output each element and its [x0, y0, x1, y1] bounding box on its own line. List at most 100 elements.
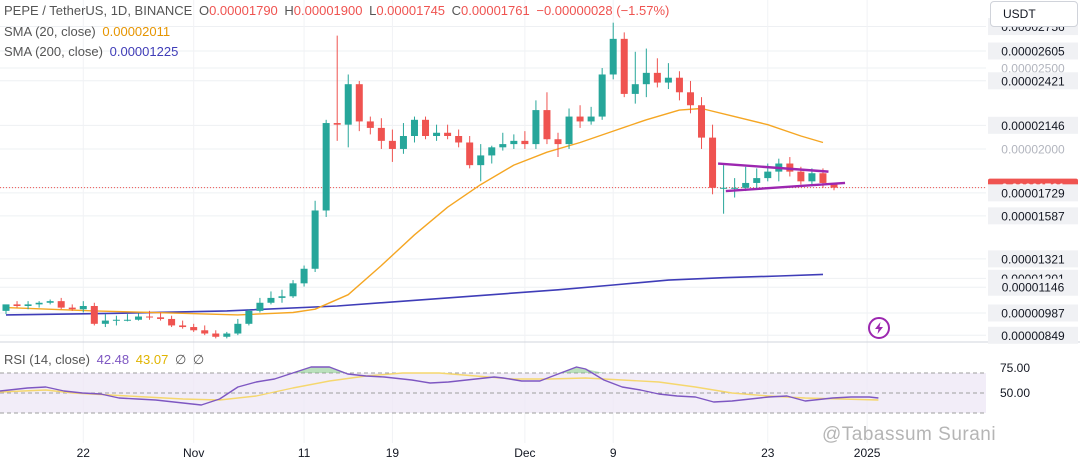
candle-44 — [488, 145, 496, 164]
candle-24 — [267, 291, 275, 305]
watermark: @Tabassum Surani — [822, 424, 997, 445]
candle-58 — [642, 48, 650, 98]
candle-34 — [377, 118, 385, 149]
triangle-lower-line — [725, 181, 846, 193]
rsi-extra-1: ∅ — [174, 352, 187, 367]
svg-text:0.00002500: 0.00002500 — [1001, 62, 1065, 76]
y-tick-4: 0.00002146 — [988, 116, 1078, 134]
candle-63 — [698, 97, 706, 149]
candle-61 — [675, 71, 683, 101]
candle-48 — [532, 100, 540, 149]
candle-31 — [344, 74, 352, 148]
candle-54 — [598, 68, 606, 120]
candle-3 — [35, 301, 43, 308]
rsi-y-tick-1: 50.00 — [1000, 386, 1030, 400]
candle-67 — [742, 166, 750, 192]
rsi-legend[interactable]: RSI (14, close) 42.48 43.07 ∅ ∅ — [4, 352, 204, 368]
x-tick-4: Dec — [514, 446, 535, 460]
candle-11 — [123, 314, 131, 322]
price-axis: 0.000027560.000026050.000025000.00002421… — [986, 18, 1080, 344]
candle-23 — [256, 297, 264, 313]
candle-36 — [399, 123, 407, 154]
candle-59 — [653, 58, 661, 88]
candle-12 — [134, 313, 142, 321]
y-tick-11: 0.00001146 — [988, 278, 1078, 296]
sma200-legend[interactable]: SMA (200, close) 0.00001225 — [4, 44, 178, 59]
y-tick-12: 0.00000987 — [988, 304, 1078, 322]
candle-9 — [101, 314, 109, 328]
triangle-upper-line — [717, 162, 829, 173]
candle-1 — [13, 301, 21, 308]
candle-5 — [57, 297, 65, 310]
candle-41 — [455, 129, 463, 148]
candle-47 — [521, 131, 529, 149]
candle-21 — [234, 318, 242, 336]
candle-70 — [775, 158, 783, 182]
rsi-y-tick-0: 75.00 — [1000, 361, 1030, 375]
price-grid — [0, 0, 1080, 443]
candle-0 — [2, 304, 10, 315]
candle-45 — [499, 132, 507, 151]
sma20-legend[interactable]: SMA (20, close) 0.00002011 — [4, 24, 170, 39]
candle-33 — [366, 116, 374, 135]
y-tick-13: 0.00000849 — [988, 326, 1078, 344]
rsi-lines — [0, 366, 879, 406]
x-tick-2: 11 — [298, 446, 311, 460]
candle-50 — [554, 132, 562, 158]
candle-10 — [112, 315, 120, 326]
y-tick-9: 0.00001321 — [988, 250, 1078, 268]
lightning-icon[interactable] — [868, 317, 890, 339]
y-tick-3: 0.00002421 — [988, 72, 1078, 90]
candle-43 — [477, 144, 485, 182]
svg-text:0.00001321: 0.00001321 — [1001, 252, 1065, 266]
ohlc-close: C0.00001761 — [451, 3, 530, 18]
rsi-ma-path — [0, 372, 879, 401]
sma200-line — [5, 273, 824, 316]
y-tick-7: 0.00001729 — [988, 184, 1078, 202]
x-tick-6: 23 — [761, 446, 775, 460]
ohlc-high: H0.00001900 — [284, 3, 363, 18]
sma200-value: 0.00001225 — [109, 44, 179, 59]
sma200-path — [5, 273, 824, 316]
candle-35 — [388, 129, 396, 162]
candle-18 — [201, 325, 209, 336]
svg-text:0.00002146: 0.00002146 — [1001, 119, 1065, 133]
candle-6 — [68, 304, 76, 311]
svg-text:0.00002605: 0.00002605 — [1001, 45, 1065, 59]
candle-39 — [433, 124, 441, 141]
candle-32 — [355, 80, 363, 132]
candle-22 — [245, 309, 253, 326]
candle-38 — [422, 116, 430, 140]
currency-selector[interactable]: USDT — [990, 1, 1078, 27]
candle-37 — [410, 116, 418, 143]
candle-19 — [212, 330, 220, 339]
candle-42 — [466, 136, 474, 169]
y-tick-1: 0.00002605 — [988, 42, 1078, 60]
candle-62 — [686, 80, 694, 114]
candle-15 — [168, 315, 176, 328]
candle-64 — [709, 124, 717, 195]
candle-40 — [444, 124, 452, 140]
candle-29 — [322, 119, 330, 217]
time-axis: 22 Nov 11 19 Dec 9 23 2025 — [77, 446, 881, 460]
candle-25 — [278, 289, 286, 303]
candle-56 — [620, 32, 628, 98]
candle-28 — [311, 200, 319, 272]
symbol-legend: PEPE / TetherUS, 1D, BINANCE O0.00001790… — [4, 3, 669, 18]
candle-16 — [179, 320, 187, 329]
svg-text:0.00001146: 0.00001146 — [1002, 281, 1065, 295]
candle-68 — [753, 168, 761, 188]
candle-65 — [720, 165, 728, 214]
candle-17 — [190, 323, 198, 332]
x-tick-1: Nov — [183, 446, 204, 460]
candle-71 — [786, 157, 794, 177]
candle-51 — [565, 108, 573, 149]
x-tick-0: 22 — [77, 446, 91, 460]
sma200-label: SMA (200, close) — [4, 44, 103, 59]
sma20-value: 0.00002011 — [102, 24, 171, 39]
candle-53 — [587, 106, 595, 125]
currency-label: USDT — [1003, 7, 1036, 21]
x-tick-3: 19 — [386, 446, 400, 460]
candle-2 — [24, 301, 32, 310]
candle-57 — [631, 51, 639, 104]
